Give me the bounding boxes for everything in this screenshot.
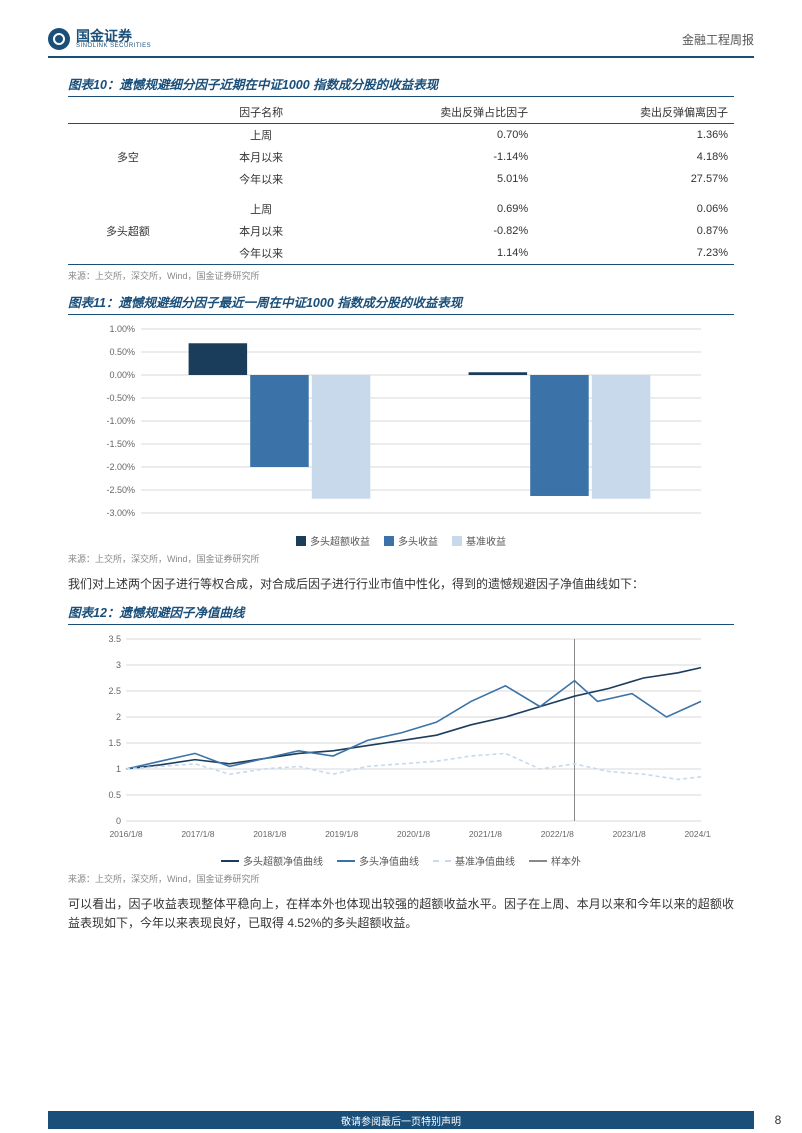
svg-text:-2.00%: -2.00%: [106, 462, 135, 472]
paragraph-1: 我们对上述两个因子进行等权合成，对合成后因子进行行业市值中性化，得到的遗憾规避因…: [68, 575, 734, 594]
svg-text:2021/1/8: 2021/1/8: [469, 829, 502, 839]
svg-text:0: 0: [116, 816, 121, 826]
fig11-legend: 多头超额收益 多头收益 基准收益: [68, 533, 734, 548]
svg-text:0.50%: 0.50%: [109, 347, 135, 357]
svg-text:1.00%: 1.00%: [109, 324, 135, 334]
svg-text:-0.50%: -0.50%: [106, 393, 135, 403]
svg-text:1: 1: [116, 764, 121, 774]
svg-text:2020/1/8: 2020/1/8: [397, 829, 430, 839]
legend-swatch: [296, 536, 306, 546]
fig11-chart: 1.00% 0.50% 0.00% -0.50% -1.00% -1.50% -2.00% -…: [68, 319, 734, 548]
svg-text:2024/1/8: 2024/1/8: [684, 829, 711, 839]
table-row: 多空本月以来-1.14%4.18%: [68, 146, 734, 168]
svg-text:3.5: 3.5: [108, 634, 121, 644]
fig12-chart: 3.5 3 2.5 2 1.5 1 0.5 0 2016/1/8 2017/1/8 2018/1/8…: [68, 629, 734, 868]
svg-text:2019/1/8: 2019/1/8: [325, 829, 358, 839]
svg-text:2.5: 2.5: [108, 686, 121, 696]
company-logo: 国金证券 SINOLINK SECURITIES: [48, 28, 151, 50]
table-header: 卖出反弹占比因子: [334, 101, 534, 124]
svg-text:2018/1/8: 2018/1/8: [253, 829, 286, 839]
table-row: 多头超额本月以来-0.82%0.87%: [68, 220, 734, 242]
company-name-cn: 国金证券: [76, 29, 151, 43]
fig10-title: 图表10：遗憾规避细分因子近期在中证1000 指数成分股的收益表现: [68, 74, 734, 97]
svg-text:-2.50%: -2.50%: [106, 485, 135, 495]
paragraph-2: 可以看出，因子收益表现整体平稳向上，在样本外也体现出较强的超额收益水平。因子在上…: [68, 895, 734, 933]
svg-text:-1.50%: -1.50%: [106, 439, 135, 449]
table-row: 上周0.69%0.06%: [68, 198, 734, 220]
legend-swatch: [221, 860, 239, 862]
report-type: 金融工程周报: [682, 31, 754, 48]
svg-text:0.00%: 0.00%: [109, 370, 135, 380]
svg-text:3: 3: [116, 660, 121, 670]
fig11-source: 来源：上交所，深交所，Wind，国金证券研究所: [68, 552, 734, 565]
table-row: 今年以来1.14%7.23%: [68, 242, 734, 265]
fig11-title: 图表11：遗憾规避细分因子最近一周在中证1000 指数成分股的收益表现: [68, 292, 734, 315]
svg-text:2023/1/8: 2023/1/8: [613, 829, 646, 839]
legend-swatch: [452, 536, 462, 546]
fig12-source: 来源：上交所，深交所，Wind，国金证券研究所: [68, 872, 734, 885]
legend-swatch: [384, 536, 394, 546]
fig10-source: 来源：上交所，深交所，Wind，国金证券研究所: [68, 269, 734, 282]
page-number: 8: [754, 1113, 802, 1127]
svg-text:-3.00%: -3.00%: [106, 508, 135, 518]
svg-text:2: 2: [116, 712, 121, 722]
company-name-en: SINOLINK SECURITIES: [76, 43, 151, 49]
legend-swatch: [433, 860, 451, 862]
table-row: 上周0.70%1.36%: [68, 124, 734, 147]
legend-swatch: [337, 860, 355, 862]
page-header: 国金证券 SINOLINK SECURITIES 金融工程周报: [48, 28, 754, 50]
table-row: 今年以来5.01%27.57%: [68, 168, 734, 190]
svg-text:1.5: 1.5: [108, 738, 121, 748]
logo-icon: [48, 28, 70, 50]
fig10-table: 因子名称 卖出反弹占比因子 卖出反弹偏离因子 上周0.70%1.36% 多空本月…: [68, 101, 734, 265]
fig12-title: 图表12：遗憾规避因子净值曲线: [68, 602, 734, 625]
table-header: 因子名称: [188, 101, 335, 124]
fig12-legend: 多头超额净值曲线 多头净值曲线 基准净值曲线 样本外: [68, 853, 734, 868]
svg-text:0.5: 0.5: [108, 790, 121, 800]
svg-text:2022/1/8: 2022/1/8: [541, 829, 574, 839]
footer-disclaimer: 敬请参阅最后一页特别声明: [48, 1111, 754, 1129]
svg-text:-1.00%: -1.00%: [106, 416, 135, 426]
legend-swatch: [529, 860, 547, 862]
page-footer: 敬请参阅最后一页特别声明 8: [0, 1107, 802, 1133]
svg-text:2017/1/8: 2017/1/8: [181, 829, 214, 839]
header-divider: [48, 56, 754, 58]
svg-text:2016/1/8: 2016/1/8: [109, 829, 142, 839]
table-header: 卖出反弹偏离因子: [534, 101, 734, 124]
